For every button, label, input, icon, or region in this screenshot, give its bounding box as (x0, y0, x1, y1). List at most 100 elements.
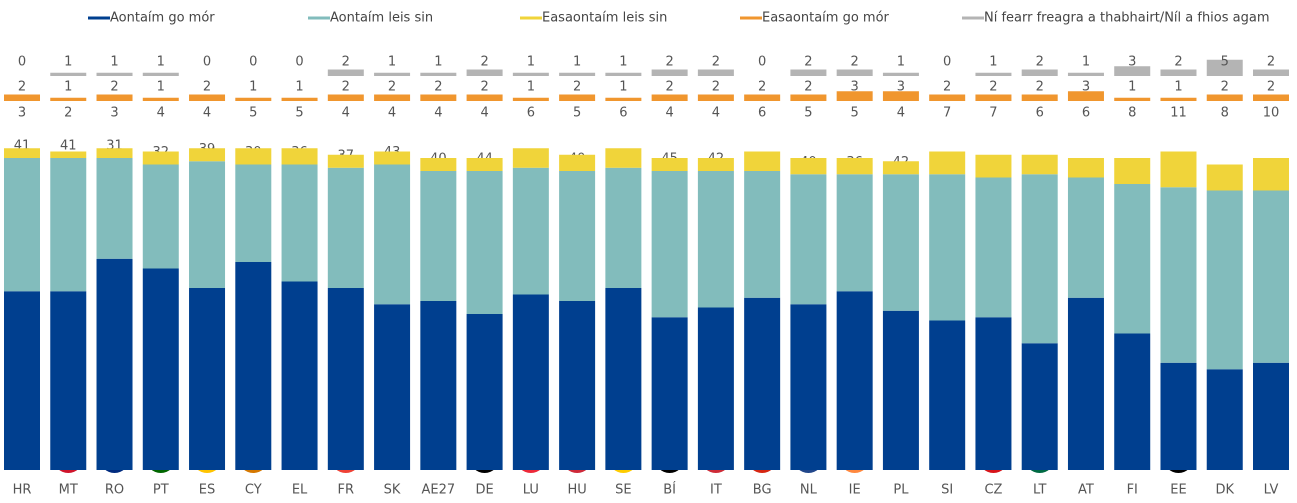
bar-segment (1206, 94, 1243, 101)
data-label: 5 (573, 106, 581, 121)
data-label: 1 (1082, 55, 1090, 70)
data-label: 2 (989, 80, 997, 95)
x-tick-label: CZ (984, 483, 1002, 498)
x-tick-label: SK (384, 483, 401, 498)
bar-segment (235, 97, 272, 101)
bar-segment (374, 164, 411, 305)
bar-segment (1021, 94, 1058, 101)
bar-segment (929, 151, 966, 175)
bar-segment (975, 154, 1012, 178)
data-label: 2 (1267, 55, 1275, 70)
data-label: 1 (897, 55, 905, 70)
data-label: 4 (388, 106, 396, 121)
bar-segment (836, 174, 873, 292)
bar-segment (4, 148, 40, 158)
bar-segment (96, 94, 133, 101)
bar-segment (605, 167, 642, 288)
data-label: 4 (203, 106, 211, 121)
bar-segment (420, 158, 457, 171)
x-tick-label: EE (1170, 483, 1186, 498)
bar-segment (512, 72, 549, 76)
data-label: 1 (619, 55, 627, 70)
bar-segment (651, 94, 688, 101)
data-label: 0 (249, 55, 257, 70)
x-tick-label: DE (475, 483, 493, 498)
x-tick-label: SI (941, 483, 953, 498)
data-label: 6 (758, 106, 766, 121)
bar-segment (1021, 174, 1058, 344)
bar-segment (836, 91, 873, 101)
bar-segment (1206, 164, 1243, 191)
bar-segment (96, 148, 133, 158)
data-label: 4 (712, 106, 720, 121)
bar-segment (327, 288, 364, 470)
bar-segment (1114, 158, 1151, 184)
x-tick-label: IE (849, 483, 861, 498)
bar-segment (466, 94, 503, 101)
data-label: 2 (712, 55, 720, 70)
data-label: 2 (64, 106, 72, 121)
bar-segment (281, 281, 318, 470)
data-label: 1 (989, 55, 997, 70)
bar-segment (189, 288, 226, 470)
bar-segment (559, 94, 596, 101)
bar-segment (1114, 333, 1151, 470)
data-label: 6 (619, 106, 627, 121)
x-tick-label: EL (292, 483, 308, 498)
data-label: 3 (1082, 80, 1090, 95)
bar-segment (4, 158, 40, 292)
data-label: 11 (1170, 106, 1187, 121)
bar-segment (1067, 72, 1104, 76)
bar-segment (96, 158, 133, 259)
bar-segment (327, 69, 364, 76)
x-tick-label: SE (615, 483, 631, 498)
legend-label: Ní fearr freagra a thabhairt/Níl a fhios… (984, 11, 1270, 26)
data-label: 41 (60, 139, 77, 154)
bar-segment (697, 307, 734, 470)
data-label: 2 (665, 55, 673, 70)
bar-segment (1067, 177, 1104, 298)
data-label: 3 (897, 80, 905, 95)
data-label: 2 (943, 80, 951, 95)
x-tick-label: DK (1215, 483, 1234, 498)
bar-segment (50, 72, 87, 76)
data-label: 3 (851, 80, 859, 95)
bar-segment (466, 69, 503, 76)
bar-segment (512, 294, 549, 470)
bar-segment (836, 69, 873, 76)
data-label: 2 (851, 55, 859, 70)
x-tick-label: LT (1033, 483, 1046, 498)
bar-segment (142, 151, 179, 165)
bar-segment (1160, 187, 1197, 363)
bar-segment (559, 301, 596, 470)
data-label: 2 (573, 80, 581, 95)
bar-segment (1021, 343, 1058, 470)
bar-segment (1067, 91, 1104, 101)
bar-segment (1021, 69, 1058, 76)
bar-segment (790, 174, 827, 305)
bar-segment (882, 174, 919, 311)
x-tick-label: IT (710, 483, 722, 498)
data-label: 8 (1128, 106, 1136, 121)
bar-segment (697, 158, 734, 171)
data-label: 2 (434, 80, 442, 95)
bar-segment (975, 94, 1012, 101)
x-tick-label: LV (1264, 483, 1279, 498)
data-label: 8 (1221, 106, 1229, 121)
data-label: 2 (1267, 80, 1275, 95)
bar-segment (327, 154, 364, 168)
bar-segment (512, 167, 549, 295)
data-label: 2 (1036, 55, 1044, 70)
bar-segment (1114, 66, 1151, 76)
data-label: 2 (712, 80, 720, 95)
data-label: 1 (388, 55, 396, 70)
x-tick-label: AE27 (422, 483, 456, 498)
bar-segment (1160, 151, 1197, 188)
data-label: 2 (203, 80, 211, 95)
data-label: 4 (665, 106, 673, 121)
data-label: 5 (804, 106, 812, 121)
bar-segment (466, 314, 503, 470)
bar-segment (96, 258, 133, 470)
legend-label: Aontaím go mór (110, 11, 215, 26)
bar-segment (142, 164, 179, 269)
